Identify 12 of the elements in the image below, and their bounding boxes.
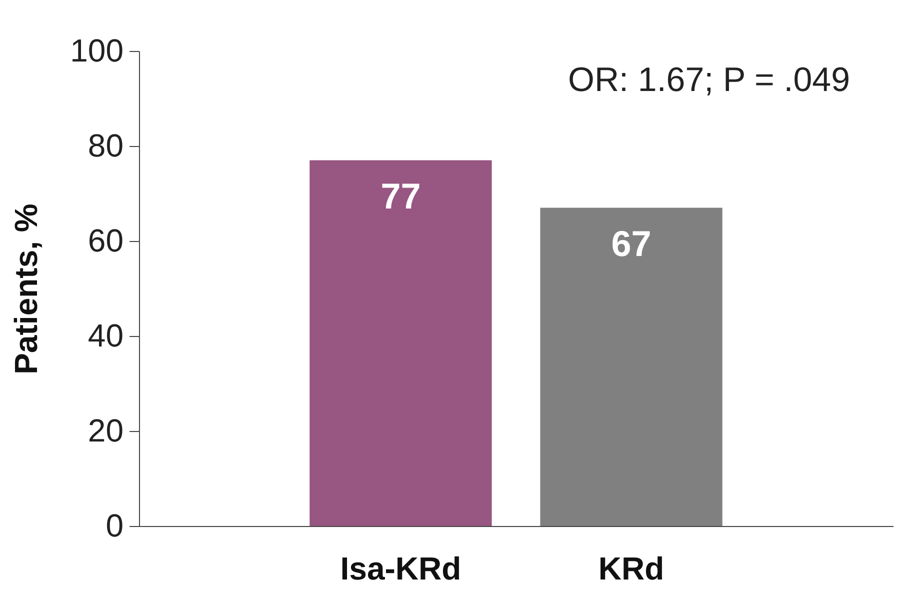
x-tick-label: KRd	[598, 550, 664, 586]
y-tick-label: 20	[88, 412, 124, 448]
y-tick-label: 0	[106, 508, 124, 544]
y-axis-title: Patients, %	[8, 204, 44, 374]
data-label: 67	[611, 222, 652, 264]
data-label: 77	[380, 175, 421, 216]
y-tick-label: 40	[88, 318, 124, 354]
x-tick-label: Isa-KRd	[340, 550, 462, 586]
y-tick-label: 60	[88, 222, 124, 258]
y-tick-label: 100	[70, 32, 124, 68]
y-tick-label: 80	[88, 128, 124, 164]
annotation: OR: 1.67; P = .049	[568, 61, 850, 99]
